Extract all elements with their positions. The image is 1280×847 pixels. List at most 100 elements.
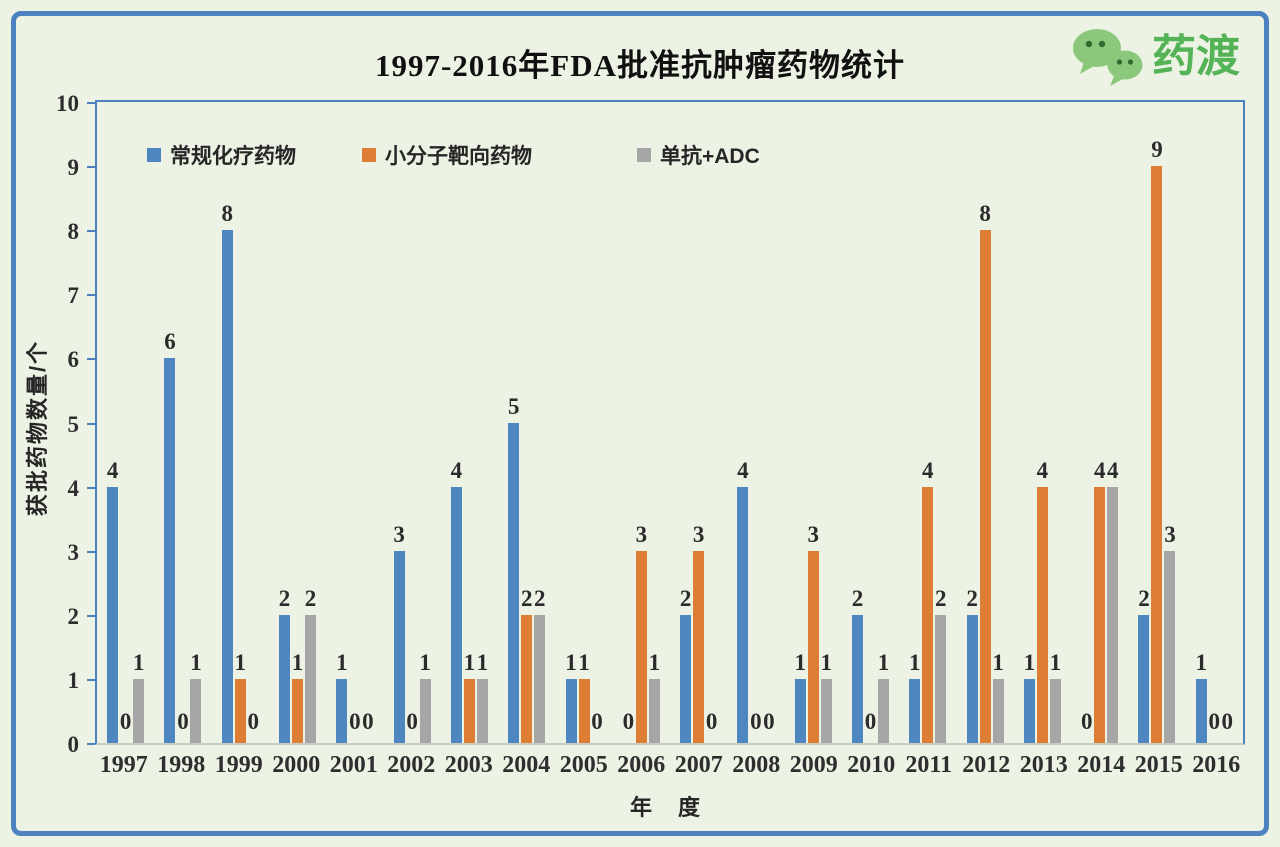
legend-label-mab-adc: 单抗+ADC <box>660 145 760 168</box>
bar-2011-series1: 4 <box>922 459 934 743</box>
y-tick-mark <box>87 230 95 233</box>
bar-2006-series2: 1 <box>649 651 660 743</box>
bar-value-label: 0 <box>864 709 877 734</box>
bar-value-label: 1 <box>336 649 348 675</box>
y-tick-label: 8 <box>67 219 80 245</box>
bar-value-label: 4 <box>1036 457 1049 483</box>
legend-swatch-chemo-icon <box>147 148 161 162</box>
bar-1999-series1: 1 <box>234 651 246 743</box>
bar-1997-series2: 1 <box>133 651 144 743</box>
bar-2001-series0: 1 <box>336 651 348 743</box>
bar-value-label: 0 <box>763 709 775 734</box>
year-group-1997: 4 0 1 <box>97 102 154 743</box>
legend-swatch-small-molecule-icon <box>362 148 376 162</box>
y-tick-mark <box>87 358 95 361</box>
y-tick-mark <box>87 550 95 553</box>
yaodu-logo: 药渡 <box>1070 26 1240 88</box>
bar-2009-series0: 1 <box>794 651 806 743</box>
bar-value-label: 4 <box>737 457 749 483</box>
bar-2007-series1: 3 <box>693 523 704 743</box>
year-group-2009: 1 3 1 <box>785 102 842 743</box>
bar-value-label: 1 <box>419 649 431 675</box>
legend-label-chemo: 常规化疗药物 <box>170 145 296 168</box>
bar-2015-series2: 3 <box>1164 523 1176 743</box>
bar-2009-series1: 3 <box>807 523 819 743</box>
y-axis: 0 1 2 3 4 5 6 7 8 9 10 <box>0 92 95 756</box>
bar-value-label: 1 <box>291 649 304 675</box>
y-tick-label: 10 <box>56 91 79 116</box>
bar-value-label: 1 <box>578 649 590 675</box>
y-tick-label: 9 <box>67 155 80 181</box>
bar-value-label: 9 <box>1151 137 1163 163</box>
bar-value-label: 0 <box>349 709 361 734</box>
x-tick-label: 2012 <box>962 752 1011 778</box>
year-group-2002: 3 0 1 <box>383 102 440 743</box>
year-group-2011: 1 4 2 <box>899 102 956 743</box>
bar-value-label: 3 <box>1164 521 1176 547</box>
bar-2000-series0: 2 <box>279 587 290 743</box>
y-tick-mark <box>87 166 95 169</box>
bar-value-label: 1 <box>476 649 489 675</box>
bar-value-label: 5 <box>507 393 520 419</box>
bar-2004-series2: 2 <box>534 587 545 743</box>
year-group-2010: 2 0 1 <box>842 102 899 743</box>
bar-value-label: 3 <box>807 521 819 547</box>
year-group-1999: 8 1 0 <box>212 102 269 743</box>
logo-text: 药渡 <box>1152 32 1240 81</box>
bar-value-label: 1 <box>794 649 806 675</box>
x-tick-label: 2014 <box>1077 752 1126 778</box>
bar-value-label: 0 <box>247 709 259 734</box>
bar-2000-series2: 2 <box>305 587 316 743</box>
year-group-2012: 2 8 1 <box>956 102 1013 743</box>
bar-value-label: 2 <box>533 585 546 611</box>
bar-value-label: 0 <box>705 709 718 734</box>
x-tick-label: 2007 <box>674 752 723 778</box>
bar-value-label: 3 <box>393 521 405 547</box>
y-tick-label: 6 <box>67 347 80 373</box>
bar-value-label: 2 <box>1138 585 1150 611</box>
bar-2008-series0: 4 <box>737 459 749 743</box>
bar-2012-series0: 2 <box>966 587 978 743</box>
bar-1997-series0: 4 <box>107 459 118 743</box>
chart-title: 1997-2016年FDA批准抗肿瘤药物统计 <box>374 48 906 83</box>
y-tick-label: 7 <box>67 283 80 309</box>
bar-value-label: 1 <box>909 649 921 675</box>
bar-value-label: 2 <box>935 585 947 611</box>
x-tick-label: 2003 <box>444 752 493 778</box>
y-tick-mark <box>87 743 95 745</box>
x-tick-label: 2008 <box>732 752 781 778</box>
bar-value-label: 4 <box>1106 457 1119 483</box>
y-tick-mark <box>87 102 95 104</box>
bar-2012-series1: 8 <box>979 202 991 743</box>
y-tick-mark <box>87 486 95 489</box>
legend: 常规化疗药物 小分子靶向药物 单抗+ADC <box>97 140 1243 170</box>
bar-value-label: 1 <box>1195 649 1208 675</box>
bar-2010-series2: 1 <box>878 651 889 743</box>
bar-value-label: 0 <box>406 709 418 734</box>
y-tick-label: 5 <box>67 411 80 437</box>
y-tick-label: 4 <box>67 475 80 501</box>
bar-value-label: 1 <box>877 649 890 675</box>
x-tick-label: 1997 <box>99 752 148 778</box>
legend-item-mab-adc: 单抗+ADC <box>637 140 760 170</box>
x-tick-label: 2004 <box>502 752 551 778</box>
bar-2014-series2: 4 <box>1107 459 1118 743</box>
bar-2015-series0: 2 <box>1138 587 1150 743</box>
bar-value-label: 1 <box>190 649 202 675</box>
x-axis-labels: 1997 1998 1999 2000 2001 2002 2003 2004 2005 2006… <box>95 752 1245 779</box>
legend-item-chemo: 常规化疗药物 <box>147 140 296 170</box>
x-axis-title: 年 度 <box>629 795 711 820</box>
bar-value-label: 2 <box>679 585 692 611</box>
bar-value-label: 2 <box>278 585 291 611</box>
x-tick-label: 2010 <box>847 752 896 778</box>
bar-2013-series0: 1 <box>1024 651 1035 743</box>
bar-value-label: 0 <box>750 709 762 734</box>
y-tick-mark <box>87 614 95 617</box>
legend-label-small-molecule: 小分子靶向药物 <box>385 145 532 168</box>
x-tick-label: 2009 <box>789 752 838 778</box>
year-group-2015: 2 9 3 <box>1128 102 1185 743</box>
